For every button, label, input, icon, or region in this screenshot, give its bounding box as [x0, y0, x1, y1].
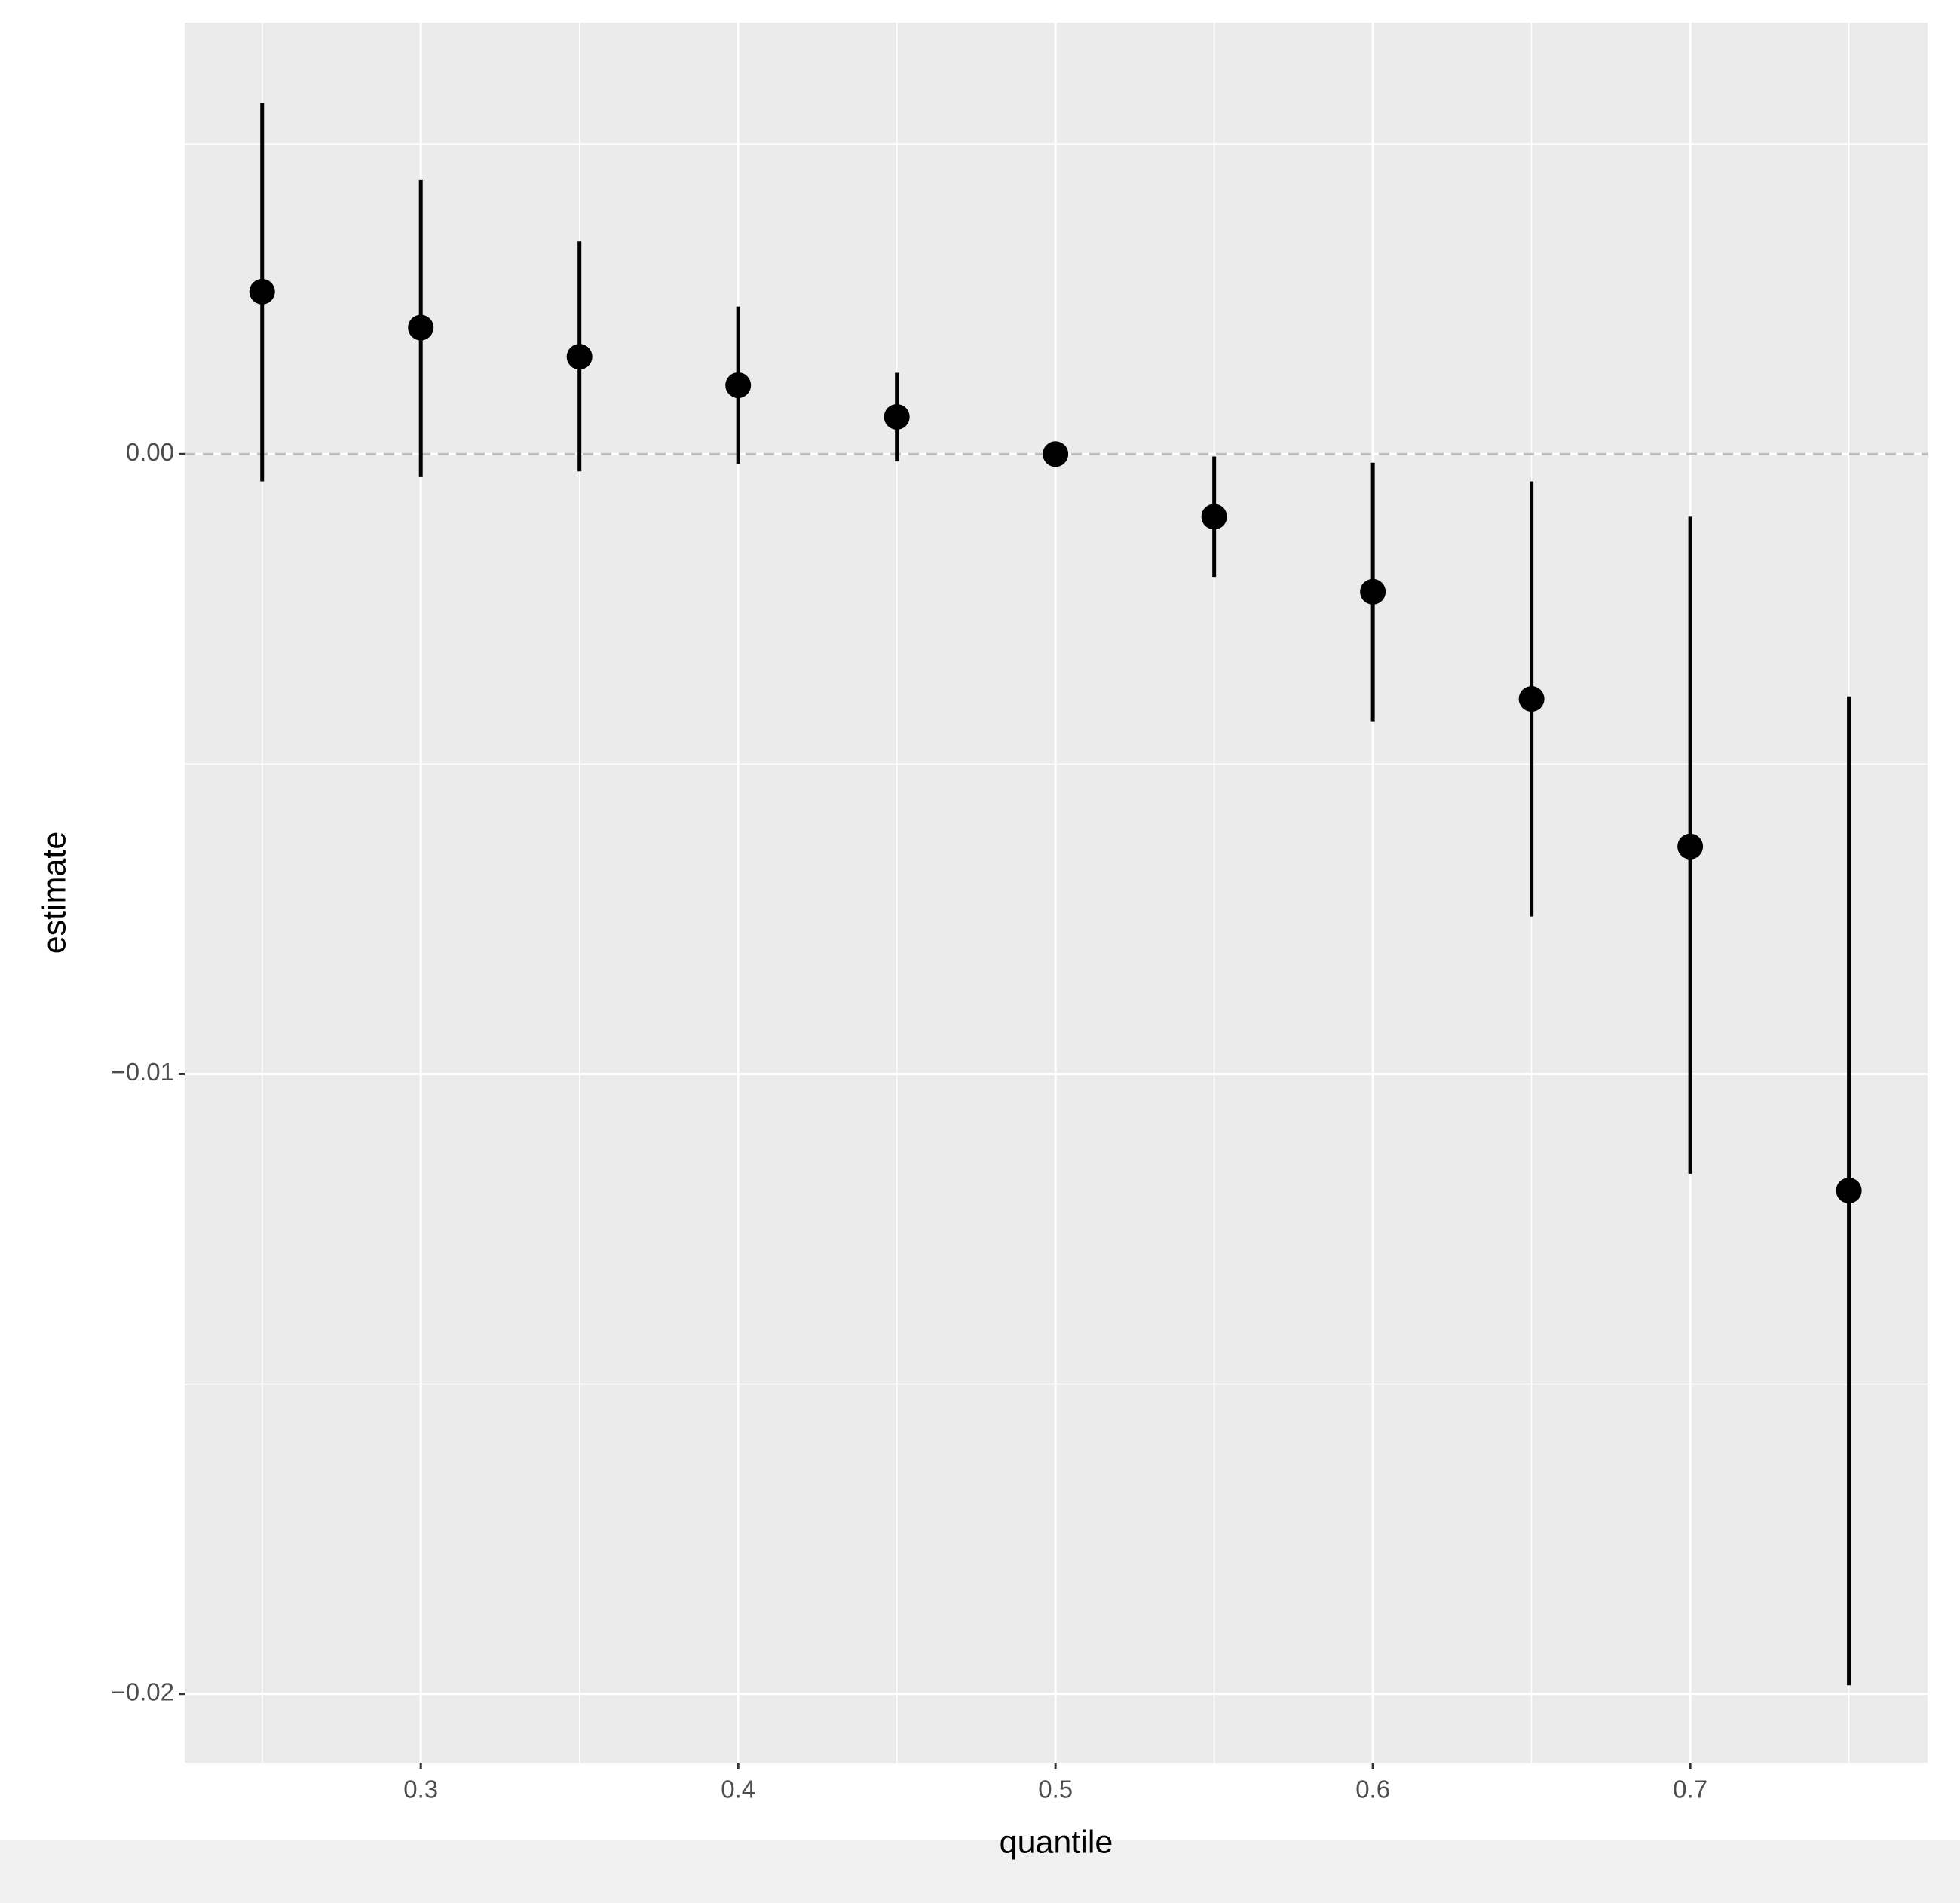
x-tick-label: 0.3	[403, 1776, 438, 1803]
point	[408, 314, 434, 341]
point	[1677, 833, 1704, 860]
plot: 0.3 0.4 0.5 0.6 0.7 −0.02 −0.01 0.00	[112, 23, 1928, 1803]
y-tick-label: 0.00	[126, 438, 174, 466]
x-tick-label: 0.7	[1673, 1776, 1707, 1803]
point	[725, 372, 752, 399]
x-tick-label: 0.5	[1038, 1776, 1073, 1803]
point	[884, 403, 910, 430]
y-tick-label: −0.02	[112, 1678, 175, 1705]
y-axis-title: estimate	[36, 832, 72, 955]
y-tick-label: −0.01	[112, 1058, 175, 1086]
point	[1518, 686, 1545, 712]
point	[1836, 1178, 1862, 1204]
x-tick-label: 0.6	[1355, 1776, 1390, 1803]
point	[566, 344, 593, 370]
x-axis-title: quantile	[1000, 1824, 1113, 1860]
point	[1360, 578, 1386, 605]
bottom-strip	[0, 1840, 1960, 1903]
point	[1043, 441, 1069, 467]
point	[249, 278, 275, 305]
x-tick-label: 0.4	[721, 1776, 755, 1803]
point	[1201, 504, 1227, 530]
